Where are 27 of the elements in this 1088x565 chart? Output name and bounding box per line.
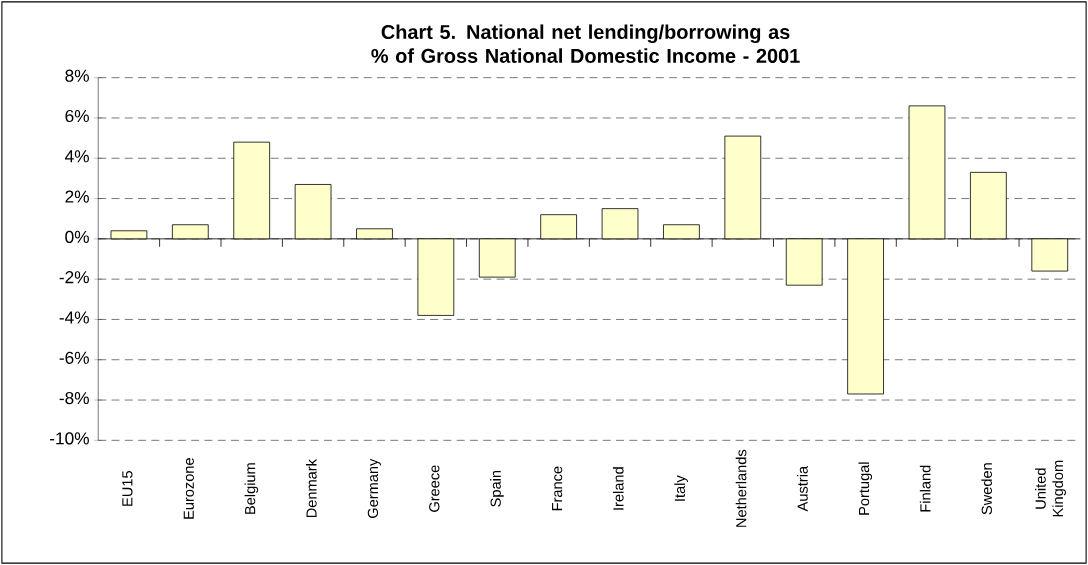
x-tick-label: Greece: [429, 465, 440, 512]
y-tick-label: 4%: [65, 150, 89, 163]
y-tick-label: -8%: [59, 391, 89, 405]
x-tick-label: EU15: [122, 471, 133, 506]
x-tick-label: Portugal: [858, 462, 873, 515]
x-tick-label: Italy: [674, 475, 688, 501]
y-tick-label: -2%: [59, 271, 89, 284]
x-tick-label: Spain: [490, 470, 504, 507]
x-tick-label: Netherlands: [735, 449, 747, 527]
chart-title: Chart 5. National net lending/borrowing as % of Gross National Domestic Income - 2001: [371, 24, 800, 63]
x-tick-label: United Kingdom: [1035, 460, 1066, 517]
y-tick-label: 8%: [65, 69, 89, 82]
x-tick-label: Eurozone: [183, 458, 194, 519]
y-tick-label: -4%: [59, 311, 89, 324]
x-tick-label: Sweden: [981, 463, 992, 515]
y-tick-label: 6%: [65, 109, 89, 123]
y-tick-label: 2%: [65, 190, 89, 203]
y-tick-label: 0%: [65, 230, 89, 243]
y-tick-label: -6%: [59, 351, 89, 364]
x-tick-label: Ireland: [612, 467, 624, 510]
x-tick-label: Finland: [919, 465, 931, 512]
x-tick-label: France: [552, 466, 563, 511]
x-tick-label: Austria: [797, 465, 808, 512]
x-tick-label: Denmark: [305, 459, 317, 518]
y-tick-label: -10%: [50, 432, 89, 445]
x-tick-label: Belgium: [244, 463, 259, 514]
x-tick-label: Germany: [367, 458, 381, 518]
